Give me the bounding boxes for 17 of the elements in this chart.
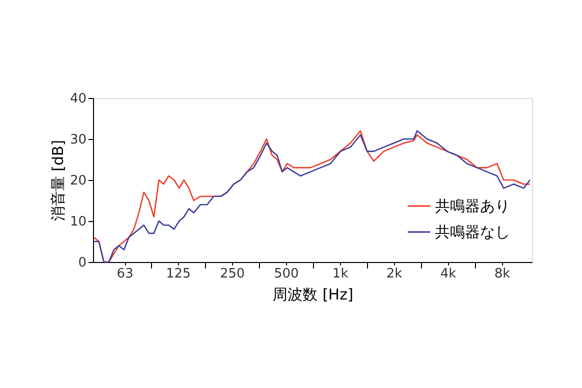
y-tick-label: 20 — [70, 174, 86, 188]
x-tick-label: 250 — [220, 266, 245, 282]
x-tick-label: 2k — [386, 266, 403, 282]
x-tick-label: 4k — [440, 266, 457, 282]
legend-label: 共鳴器なし — [435, 223, 510, 241]
y-tick-label: 30 — [70, 132, 86, 148]
x-tick-label: 1k — [332, 266, 349, 282]
x-tick-label: 63 — [116, 266, 134, 282]
x-tick-label: 500 — [274, 266, 299, 282]
y-tick-label: 0 — [78, 256, 86, 270]
y-tick-label: 40 — [70, 92, 86, 106]
x-tick-label: 8k — [494, 266, 511, 282]
y-tick-label: 10 — [70, 214, 86, 230]
y-axis-title: 消音量 [dB] — [48, 140, 67, 222]
x-axis-title: 周波数 [Hz] — [272, 286, 354, 304]
legend-label: 共鳴器あり — [435, 197, 510, 215]
x-tick-label: 125 — [166, 266, 191, 282]
